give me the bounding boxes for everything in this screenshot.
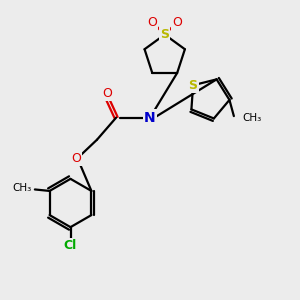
Text: CH₃: CH₃ xyxy=(13,183,32,193)
Text: Cl: Cl xyxy=(64,239,77,252)
Text: S: S xyxy=(189,79,198,92)
Text: N: N xyxy=(144,111,156,124)
Text: O: O xyxy=(71,152,81,165)
Text: S: S xyxy=(160,28,169,41)
Text: O: O xyxy=(102,87,112,100)
Text: O: O xyxy=(147,16,157,29)
Text: CH₃: CH₃ xyxy=(243,112,262,123)
Text: O: O xyxy=(172,16,182,29)
